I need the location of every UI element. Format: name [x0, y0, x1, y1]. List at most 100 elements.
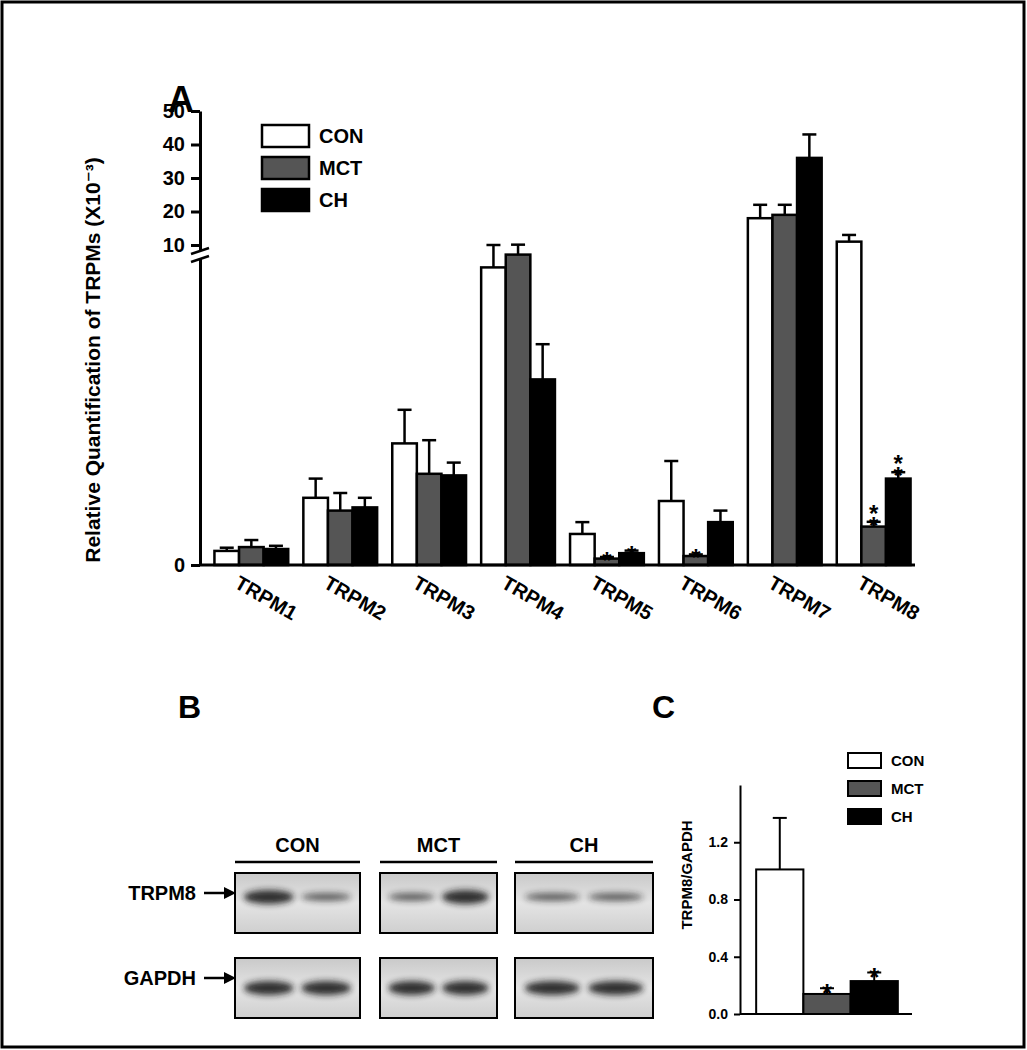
error-cap	[773, 817, 787, 819]
lane-label: CH	[570, 834, 599, 856]
panel-label: C	[652, 689, 675, 725]
error-cap	[486, 244, 500, 247]
significance: *	[822, 978, 833, 1008]
error-bar	[778, 205, 792, 215]
row-label: TRPM8	[128, 882, 196, 904]
band	[442, 981, 489, 995]
error-bar	[486, 245, 500, 267]
legend: CONMCTCH	[262, 125, 363, 211]
tick: TRPM3	[409, 571, 479, 624]
tick-label: 0.0	[709, 1006, 729, 1022]
error-line	[517, 245, 520, 255]
error-bar	[220, 548, 234, 551]
tick: TRPM1	[231, 571, 301, 624]
error-cap	[802, 133, 816, 136]
error-cap	[398, 409, 412, 412]
band	[588, 893, 643, 901]
error-line	[492, 245, 495, 267]
axis-break	[191, 248, 209, 254]
bar	[264, 549, 289, 565]
tick-mark	[191, 144, 200, 147]
lane-label: CON	[275, 834, 319, 856]
bar	[756, 869, 803, 1014]
bar	[570, 534, 595, 565]
error-line	[314, 479, 317, 498]
panel-2: **0.00.40.81.2TRPM8/GAPDHCCONMCTCH	[652, 689, 924, 1022]
bar	[530, 379, 555, 565]
figure: *******01020304050TRPM1TRPM2TRPM3TRPM4TR…	[0, 0, 1027, 1050]
error-line	[670, 461, 673, 501]
blot-box	[235, 873, 360, 933]
lane-label: MCT	[417, 834, 460, 856]
band	[244, 890, 294, 904]
bar	[392, 443, 417, 565]
tick-label: TRPM4	[498, 571, 568, 624]
error-cap	[244, 539, 258, 542]
tick-mark	[191, 211, 200, 214]
tick-mark	[191, 564, 200, 567]
tick-label: 0	[174, 554, 185, 576]
bar	[506, 255, 531, 565]
significance: *	[602, 547, 612, 574]
bar	[239, 547, 264, 565]
x-axis: TRPM1TRPM2TRPM3TRPM4TRPM5TRPM6TRPM7TRPM8	[200, 565, 923, 625]
tick-mark	[734, 956, 740, 958]
band	[301, 981, 351, 995]
error-line	[403, 410, 406, 444]
tick-label: 40	[163, 133, 185, 155]
bar	[772, 215, 797, 565]
error-bar	[269, 546, 283, 549]
error-bar	[575, 522, 589, 534]
tick-label: 10	[163, 234, 185, 256]
error-line	[581, 522, 584, 534]
tick: TRPM2	[320, 571, 390, 624]
bar	[328, 511, 353, 565]
tick: 20	[163, 200, 200, 222]
tick-label: TRPM3	[409, 571, 479, 624]
tick-label: TRPM2	[320, 571, 390, 624]
tick-mark	[191, 244, 200, 247]
error-cap	[536, 343, 550, 346]
band	[388, 981, 435, 995]
frame	[2, 2, 1024, 1047]
tick: TRPM7	[765, 571, 835, 624]
y-axis: 0.00.40.81.2	[709, 786, 741, 1022]
error-cap	[575, 521, 589, 524]
legend-swatch	[262, 189, 309, 211]
legend-label: CH	[319, 189, 348, 211]
tick: 0.8	[709, 891, 740, 907]
significance: *	[691, 544, 701, 571]
arrow-head	[224, 887, 236, 899]
error-line	[428, 440, 431, 474]
error-bar	[773, 818, 787, 870]
bar	[886, 479, 911, 565]
bar	[659, 501, 684, 565]
legend-label: CH	[891, 808, 913, 825]
band	[442, 890, 489, 904]
tick-label: TRPM5	[587, 571, 657, 624]
bar	[481, 267, 506, 565]
band	[301, 893, 351, 901]
tick: 40	[163, 133, 200, 155]
plot-area	[214, 134, 910, 565]
bar	[748, 218, 773, 565]
tick: 30	[163, 167, 200, 189]
tick: TRPM5	[587, 571, 657, 624]
tick-mark	[734, 899, 740, 901]
tick-label: TRPM6	[676, 571, 746, 624]
tick-mark	[734, 1014, 740, 1016]
y-axis-title: TRPM8/GAPDH	[678, 820, 695, 929]
error-cap	[511, 243, 525, 246]
bar	[441, 475, 466, 565]
band	[525, 981, 580, 995]
error-cap	[220, 546, 234, 549]
error-line	[541, 344, 544, 379]
arrow-shaft	[204, 977, 226, 980]
error-bar	[333, 493, 347, 511]
band	[588, 981, 643, 995]
blot-box	[515, 873, 653, 933]
legend-swatch	[848, 781, 881, 796]
tick: TRPM4	[498, 571, 568, 624]
bar	[708, 522, 733, 565]
tick-label: 0.8	[709, 891, 729, 907]
